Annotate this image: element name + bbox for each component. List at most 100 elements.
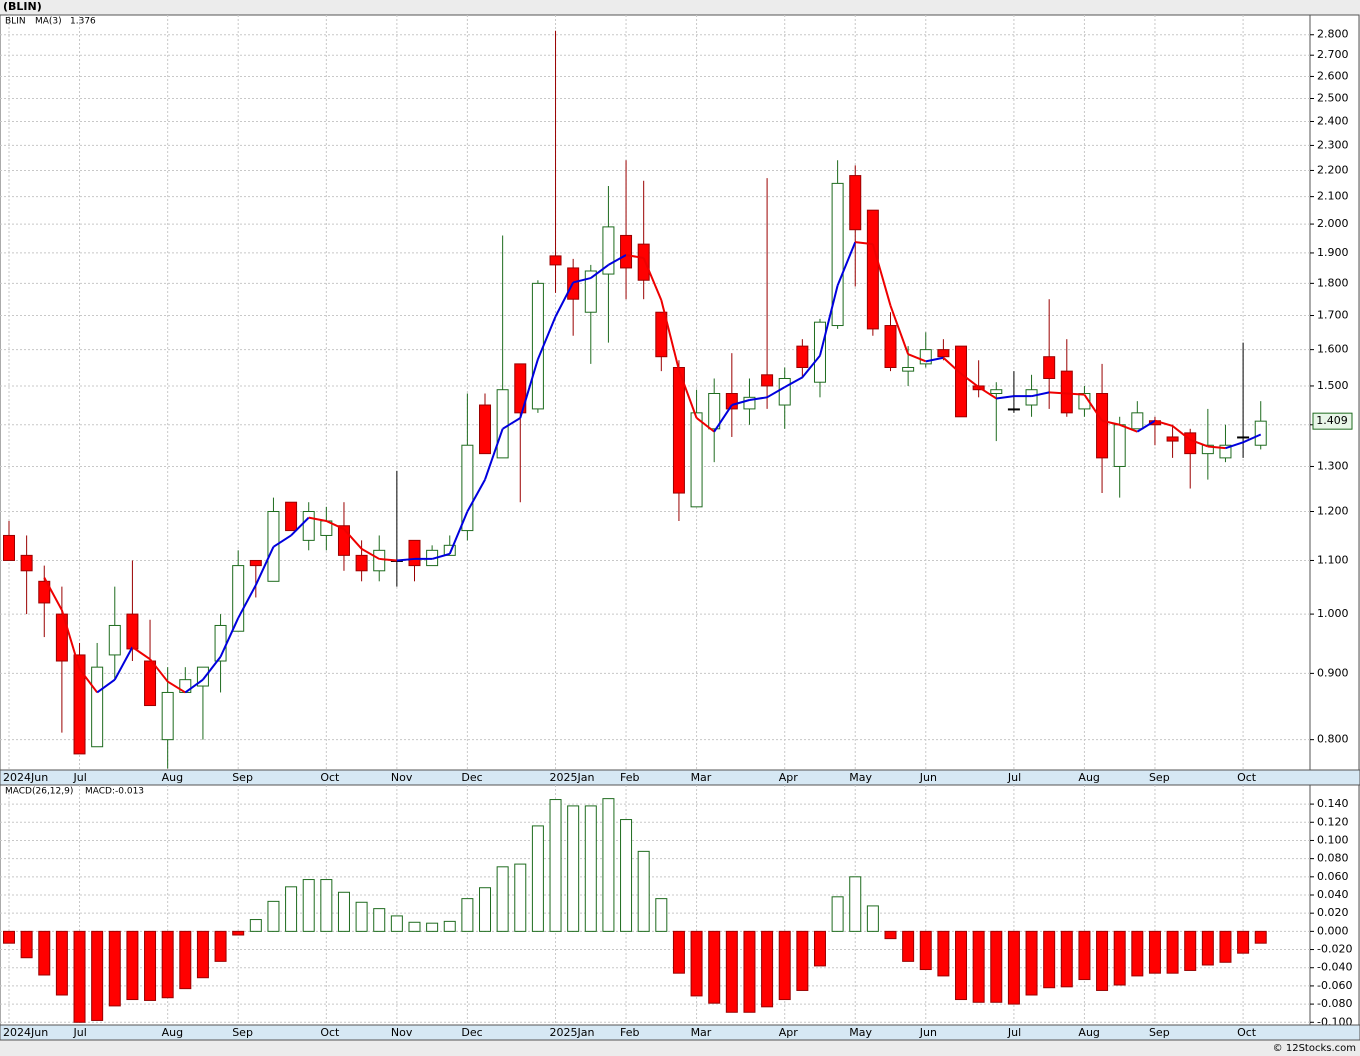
candle-body xyxy=(884,325,897,368)
ma-segment xyxy=(131,646,151,661)
ma-segment xyxy=(219,617,240,658)
x-tick-label: Dec xyxy=(461,1026,482,1039)
macd-bar xyxy=(584,805,597,932)
x-tick-label: Oct xyxy=(1237,1026,1257,1039)
candle-body xyxy=(144,660,157,707)
ma-segment xyxy=(836,241,857,286)
macd-bar xyxy=(955,930,968,1001)
macd-bar xyxy=(620,819,633,932)
x-tick-label: Sep xyxy=(1149,1026,1170,1039)
ma-segment xyxy=(889,305,910,355)
macd-bar xyxy=(849,876,862,932)
candle-body xyxy=(126,613,139,650)
y-tick-label: 1.900 xyxy=(1317,246,1349,259)
y-tick-label: 0.120 xyxy=(1317,815,1349,828)
candle-body xyxy=(461,444,474,532)
macd-bar xyxy=(531,825,544,932)
candle-body xyxy=(1131,412,1144,430)
footer: © 12Stocks.com xyxy=(1273,1043,1356,1054)
macd-bar xyxy=(1201,930,1214,966)
y-tick-label: 1.600 xyxy=(1317,343,1349,356)
y-tick-label: 2.300 xyxy=(1317,138,1349,151)
macd-bar xyxy=(461,898,474,932)
y-tick-label: 1.500 xyxy=(1317,379,1349,392)
candle-body xyxy=(1201,444,1214,455)
y-tick-label: 2.200 xyxy=(1317,163,1349,176)
macd-bar xyxy=(919,930,932,971)
candle-body xyxy=(849,175,862,231)
chart-title: (BLIN) xyxy=(3,0,42,13)
ma-segment xyxy=(43,577,63,611)
y-tick-label: 0.080 xyxy=(1317,852,1349,865)
candle-body xyxy=(1184,432,1197,455)
candle-body xyxy=(302,511,315,541)
candle-body xyxy=(285,501,298,532)
macd-bar xyxy=(690,930,703,997)
macd-bar xyxy=(1131,930,1144,977)
ma-segment xyxy=(660,299,680,371)
x-tick-label: Jul xyxy=(73,1026,87,1039)
candle-body xyxy=(584,270,597,313)
macd-bar xyxy=(866,905,879,932)
macd-bar xyxy=(285,886,298,932)
y-tick-label: 0.800 xyxy=(1317,733,1349,746)
macd-bar xyxy=(725,930,738,1013)
x-tick-label: Aug xyxy=(1078,771,1099,784)
candle-body xyxy=(1166,436,1179,442)
ma-segment xyxy=(572,277,592,284)
macd-bar xyxy=(355,901,368,932)
macd-bar xyxy=(161,930,174,999)
candle-body xyxy=(761,374,774,387)
x-tick-label: Jul xyxy=(1007,1026,1021,1039)
macd-bar xyxy=(373,908,386,932)
ma-segment xyxy=(590,264,610,279)
macd-bar xyxy=(655,898,668,932)
macd-bar xyxy=(796,930,809,991)
y-tick-label: 2.400 xyxy=(1317,114,1349,127)
ma-segment xyxy=(1207,445,1226,450)
candle-body xyxy=(1254,420,1267,446)
y-tick-label: -0.020 xyxy=(1317,943,1352,956)
y-tick-label: 1.300 xyxy=(1317,459,1349,472)
candle-body xyxy=(549,255,562,266)
ma-segment xyxy=(819,285,839,356)
legend-ma: MA(3) xyxy=(35,17,62,27)
ma-segment xyxy=(925,356,944,363)
candle-body xyxy=(443,544,456,556)
ma-segment xyxy=(607,254,627,266)
candle-body xyxy=(3,534,15,561)
macd-bar xyxy=(426,922,439,932)
y-tick-label: 2.000 xyxy=(1317,217,1349,230)
candle-body xyxy=(20,554,33,572)
y-tick-label: -0.060 xyxy=(1317,979,1352,992)
candle-body xyxy=(955,345,968,418)
x-tick-label: Oct xyxy=(320,771,340,784)
price-tag-label: 1.409 xyxy=(1316,414,1348,427)
x-tick-label: Aug xyxy=(1078,1026,1099,1039)
x-tick-label: Jun xyxy=(919,771,937,784)
plot-area xyxy=(0,784,1311,1026)
y-tick-label: 2.100 xyxy=(1317,190,1349,203)
ma-segment xyxy=(149,658,169,683)
macd-bar xyxy=(479,887,492,932)
macd-bar xyxy=(126,930,139,1001)
ma-segment xyxy=(343,528,363,550)
ma-segment xyxy=(749,396,768,401)
x-tick-label: Oct xyxy=(1237,771,1257,784)
y-tick-label: 1.000 xyxy=(1317,607,1349,620)
candle-body xyxy=(708,393,721,430)
y-tick-label: 0.060 xyxy=(1317,870,1349,883)
macd-bar xyxy=(1007,930,1020,1005)
macd-bar xyxy=(1025,930,1038,996)
x-tick-label: 2025Jan xyxy=(550,1026,595,1039)
macd-bar xyxy=(55,930,68,996)
ma-segment xyxy=(871,243,892,306)
candle-body xyxy=(161,691,174,741)
candle-body xyxy=(38,580,51,604)
ma-segment xyxy=(625,254,644,259)
candle-body xyxy=(73,654,86,755)
x-tick-label: Feb xyxy=(620,771,639,784)
macd-bar xyxy=(496,866,509,932)
y-tick-label: -0.080 xyxy=(1317,997,1352,1010)
ma-segment xyxy=(731,399,750,406)
